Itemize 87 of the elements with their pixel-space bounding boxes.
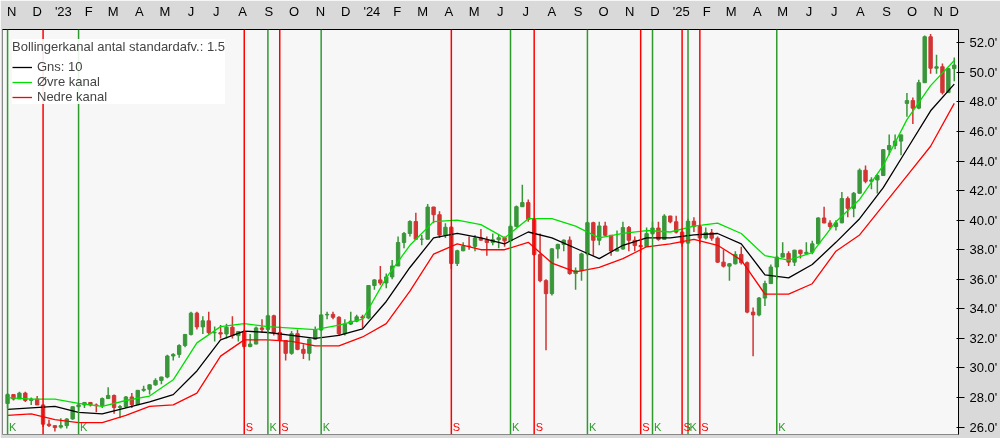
x-tick-label: M [159,3,171,19]
x-tick-label: '25 [672,3,690,19]
y-tick-label: 38.0' [969,242,998,258]
x-tick-label: A [547,3,557,19]
ref-line-label: K [269,420,278,433]
x-tick-label: O [289,3,300,19]
x-tick-label: A [238,3,248,19]
y-tick-label: 34.0' [969,301,998,317]
legend-label: Gns: 10 [37,59,83,74]
x-tick-label: O [598,3,609,19]
candlestick [543,278,549,351]
ref-line-label: K [778,420,787,433]
ref-line-label: S [701,420,709,433]
candlestick [904,92,910,118]
x-tick-label: S [573,3,583,19]
candlestick [597,220,602,247]
x-tick-label: A [135,3,145,19]
candlestick [378,265,383,286]
ref-line-label: S [535,420,544,433]
y-tick-label: 30.0' [969,360,998,376]
x-tick-label: A [856,3,866,19]
y-tick-label: 50.0' [969,64,998,80]
ref-line-label: K [588,420,597,433]
x-tick-label: M [417,3,429,19]
candlestick [289,330,294,356]
ref-line-label: S [642,420,650,433]
ref-line-label: K [512,420,521,433]
x-tick-label: '24 [363,3,381,19]
candlestick [934,53,939,75]
y-tick-label: 52.0' [969,35,998,51]
legend-label: Øvre kanal [37,74,100,89]
x-tick-label: N [7,3,17,19]
y-tick-label: 44.0' [969,153,998,169]
candlestick [662,213,667,241]
legend-title: Bollingerkanal antal standardafv.: 1.5 [12,39,225,54]
x-tick-label: D [949,3,959,19]
x-tick-label: S [264,3,274,19]
x-tick-label: N [933,3,943,19]
x-tick-label: D [650,3,660,19]
candlestick [206,311,211,335]
x-tick-label: J [497,3,504,19]
x-tick-label: J [213,3,220,19]
x-tick-label: O [906,3,918,19]
x-tick-label: J [805,3,813,19]
candlestick [413,212,419,241]
ref-line-label: K [9,420,18,433]
y-tick-label: 32.0' [969,330,998,346]
x-tick-label: M [468,3,480,19]
legend-label: Nedre kanal [37,89,108,104]
candlestick [526,198,531,223]
y-tick-label: 26.0' [969,419,998,435]
x-tick-label: F [702,3,711,19]
x-tick-label: M [725,3,737,19]
x-tick-label: J [522,3,529,19]
x-tick-label: N [625,3,635,19]
y-tick-label: 46.0' [969,123,998,139]
candlestick [230,315,235,340]
candlestick [614,229,620,252]
y-tick-label: 28.0' [969,390,998,406]
candlestick [845,195,850,218]
x-tick-label: A [444,3,454,19]
candlestick [910,96,916,125]
candlestick [887,133,892,156]
x-tick-label: D [32,3,42,19]
x-tick-label: D [340,3,351,19]
candlestick [898,133,904,156]
x-tick-label: F [393,3,402,19]
y-tick-label: 48.0' [969,94,998,110]
ref-line-label: K [689,420,698,433]
x-tick-label: M [107,3,119,19]
y-tick-label: 42.0' [969,183,998,199]
x-tick-label: '23 [54,3,72,19]
x-tick-label: J [187,3,195,19]
y-tick-label: 40.0' [969,212,998,228]
x-tick-label: F [84,3,93,19]
x-tick-label: A [752,3,762,19]
ref-line-label: K [80,420,89,433]
ref-line-label: S [281,420,289,433]
ref-line-label: S [452,420,461,433]
x-tick-label: N [315,3,326,19]
y-tick-label: 36.0' [969,271,998,287]
x-tick-label: J [831,3,838,19]
ref-line-label: K [322,420,331,433]
ref-line-label: K [654,420,663,433]
x-tick-label: M [777,3,789,19]
ref-line-label: S [245,420,254,433]
x-tick-label: S [882,3,892,19]
